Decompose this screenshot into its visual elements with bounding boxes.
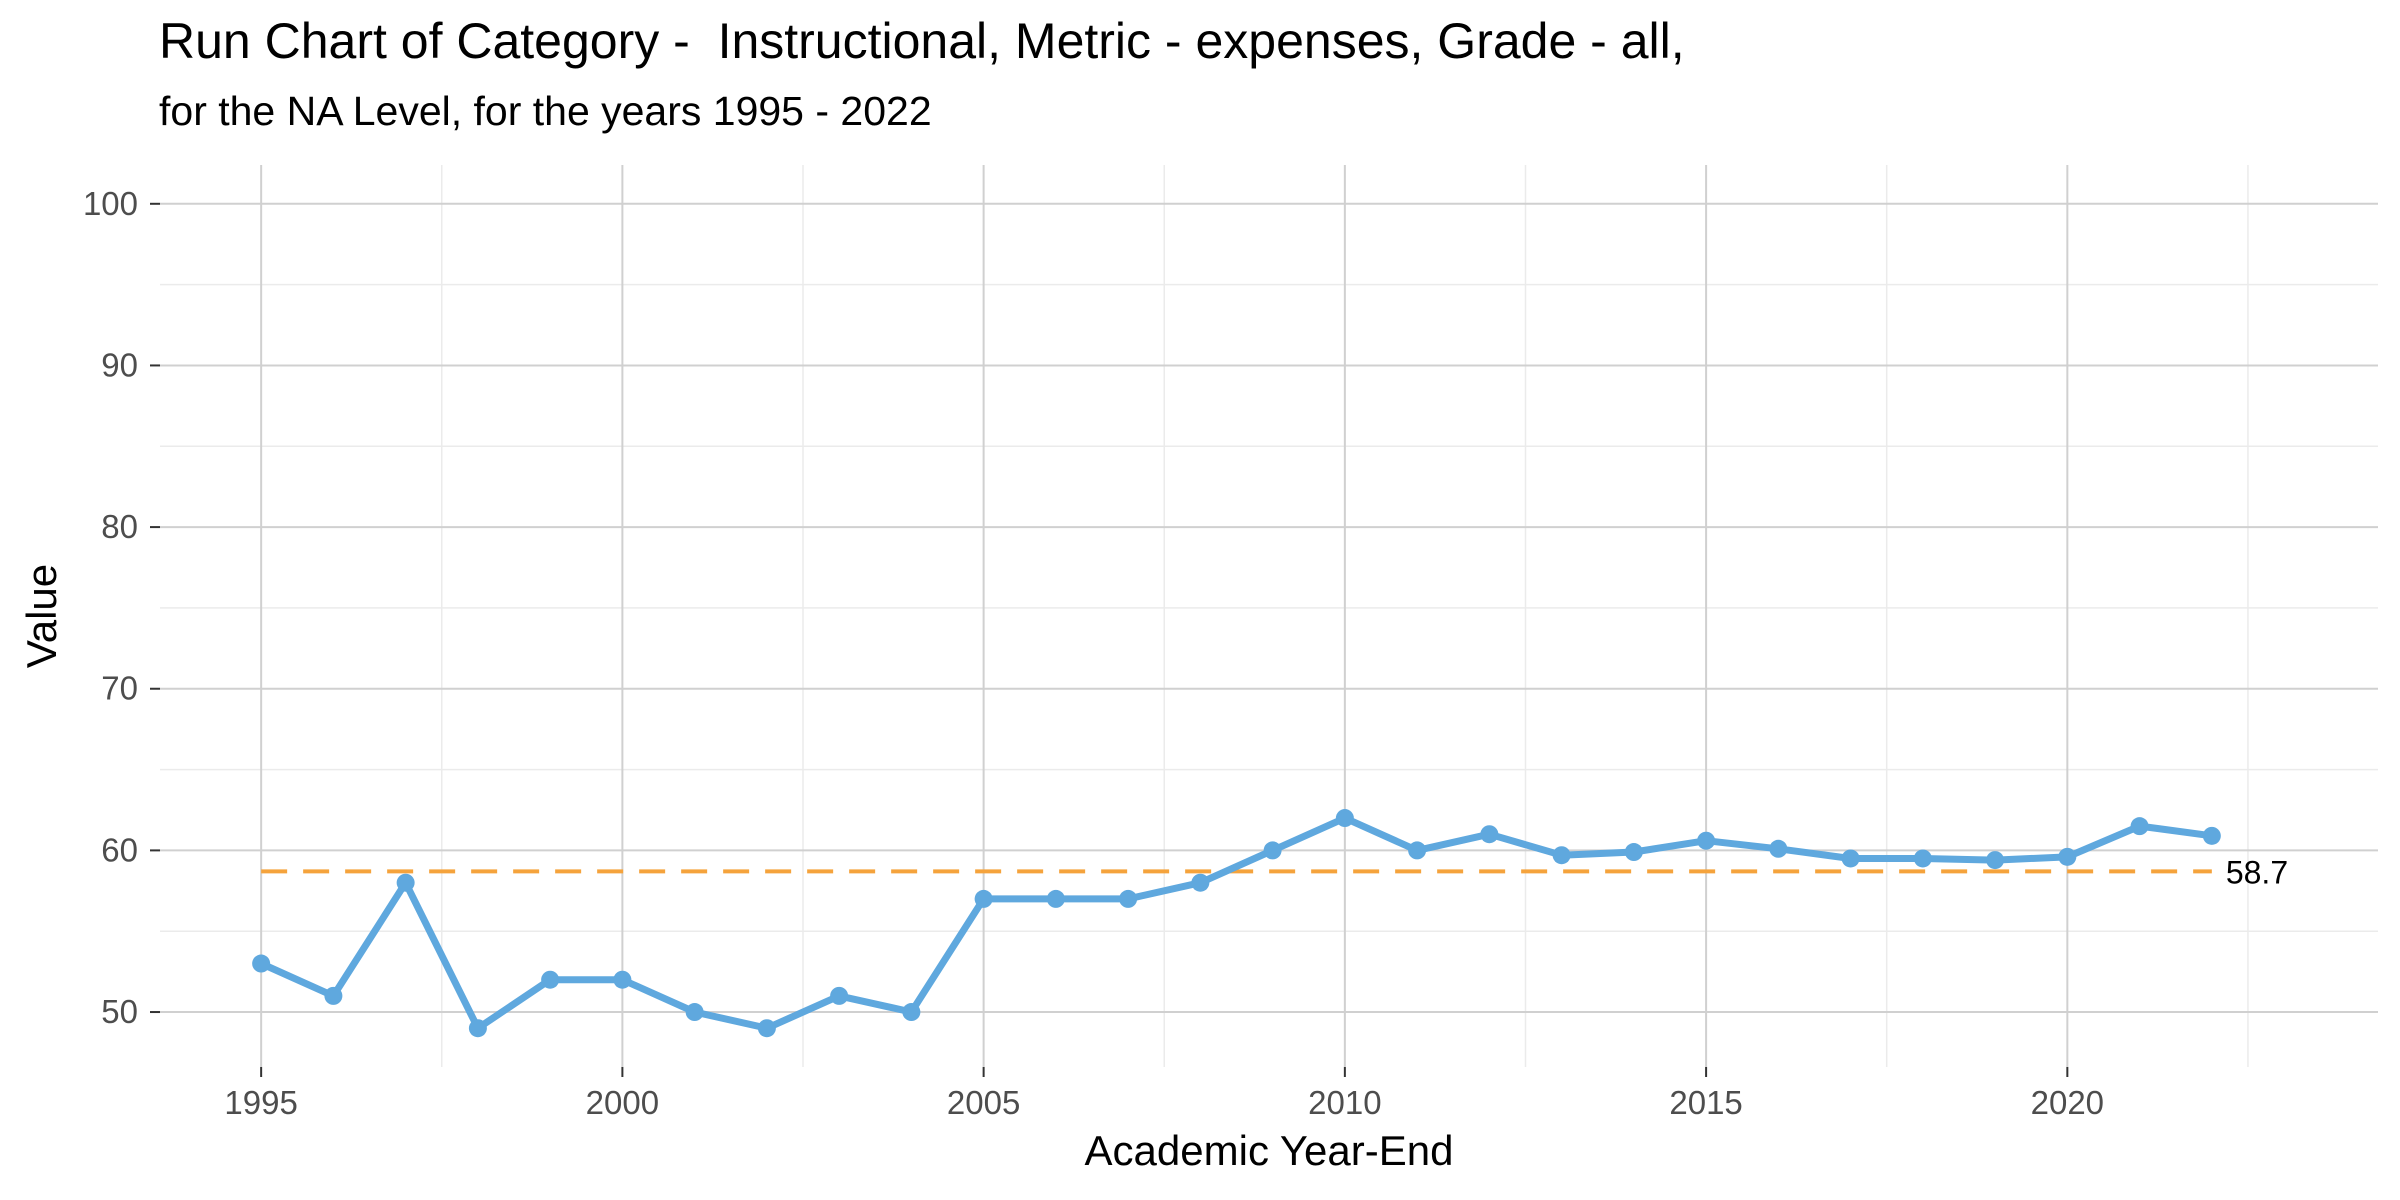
x-axis-label: Academic Year-End xyxy=(1085,1127,1454,1174)
data-point xyxy=(1697,831,1716,850)
data-point xyxy=(1263,841,1282,860)
data-point xyxy=(396,873,415,892)
data-point xyxy=(1119,889,1138,908)
y-tick-label: 60 xyxy=(101,831,138,868)
data-point xyxy=(1913,849,1932,868)
y-tick-label: 50 xyxy=(101,993,138,1030)
chart-subtitle: for the NA Level, for the years 1995 - 2… xyxy=(159,88,932,134)
reference-line-label: 58.7 xyxy=(2226,854,2288,890)
y-tick-label: 90 xyxy=(101,346,138,383)
data-point xyxy=(1624,843,1643,862)
chart-title: Run Chart of Category - Instructional, M… xyxy=(159,13,1685,69)
data-point xyxy=(902,1003,921,1022)
data-point xyxy=(2130,817,2149,836)
data-point xyxy=(974,889,993,908)
data-point xyxy=(830,986,849,1005)
data-point xyxy=(1769,839,1788,858)
data-point xyxy=(1986,851,2005,870)
y-tick-label: 100 xyxy=(83,185,138,222)
data-point xyxy=(324,986,343,1005)
data-point xyxy=(252,954,271,973)
data-point xyxy=(1046,889,1065,908)
x-tick-label: 2000 xyxy=(586,1084,659,1121)
data-point xyxy=(613,970,632,989)
data-point xyxy=(685,1003,704,1022)
y-tick-label: 70 xyxy=(101,670,138,707)
x-tick-label: 2020 xyxy=(2031,1084,2104,1121)
data-point xyxy=(1408,841,1427,860)
x-tick-label: 2005 xyxy=(947,1084,1020,1121)
x-tick-label: 2015 xyxy=(1669,1084,1742,1121)
data-point xyxy=(1480,825,1499,844)
y-axis-label: Value xyxy=(18,564,65,668)
data-point xyxy=(2202,826,2221,845)
series-line xyxy=(257,814,2216,1032)
x-tick-label: 1995 xyxy=(224,1084,297,1121)
y-tick-label: 80 xyxy=(101,508,138,545)
minor-gridlines xyxy=(160,165,2378,1067)
reference-line-layer: 58.7 xyxy=(261,854,2288,890)
x-axis-ticks: 1995 2000 2005 2010 2015 2020 xyxy=(224,1067,2104,1121)
data-point xyxy=(757,1019,776,1038)
data-point xyxy=(541,970,560,989)
data-point xyxy=(2058,847,2077,866)
x-tick-label: 2010 xyxy=(1308,1084,1381,1121)
data-point xyxy=(468,1019,487,1038)
data-point xyxy=(1552,846,1571,865)
series-layer xyxy=(252,809,2221,1038)
y-axis-ticks: 50 60 70 80 90 100 xyxy=(83,185,160,1030)
data-point xyxy=(1841,849,1860,868)
data-point xyxy=(1335,809,1354,828)
data-point xyxy=(1191,873,1210,892)
